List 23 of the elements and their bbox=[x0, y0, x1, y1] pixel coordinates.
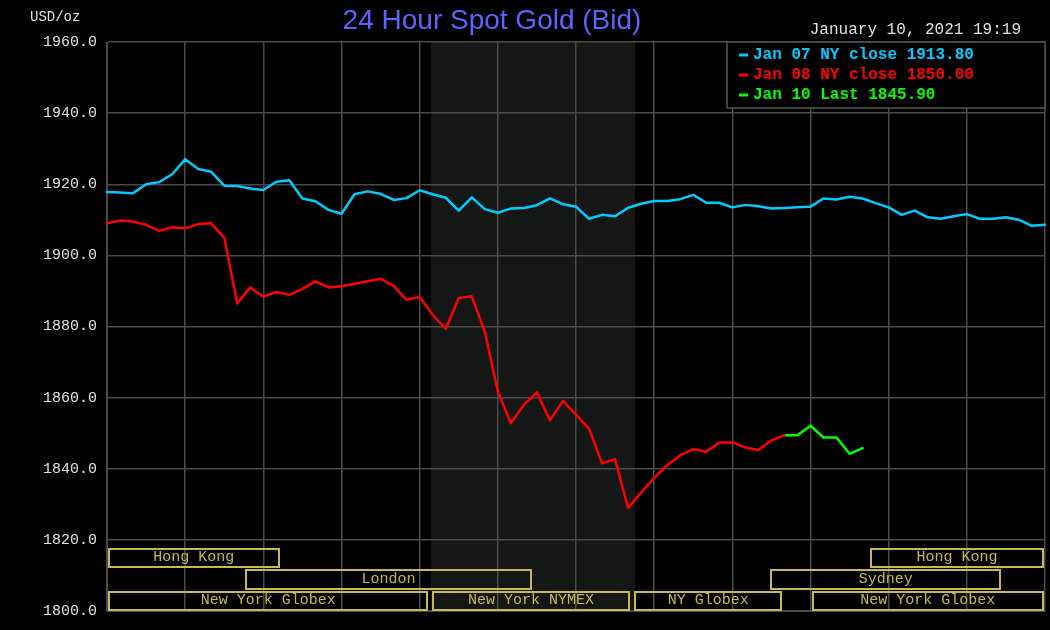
annotation: NY Globex bbox=[634, 590, 783, 611]
y-tick-label: 1820.0 bbox=[42, 531, 97, 549]
y-tick-label: 1880.0 bbox=[42, 318, 97, 336]
y-tick-label: 1860.0 bbox=[42, 389, 97, 407]
y-tick-label: 1800.0 bbox=[42, 602, 97, 620]
y-tick-label: 1840.0 bbox=[42, 460, 97, 478]
annotation: Hong Kong bbox=[108, 547, 280, 568]
y-tick-label: 1920.0 bbox=[42, 176, 97, 194]
annotation: New York Globex bbox=[811, 590, 1044, 611]
annotation: Hong Kong bbox=[870, 547, 1044, 568]
annotation: New York NYMEX bbox=[432, 590, 630, 611]
y-tick-label: 1940.0 bbox=[42, 105, 97, 123]
annotation: Sydney bbox=[770, 569, 1001, 590]
y-axis-title: USD/oz bbox=[30, 8, 81, 25]
chart-subtitle: January 10, 2021 19:19 bbox=[809, 21, 1021, 40]
chart-title: 24 Hour Spot Gold (Bid) bbox=[342, 3, 642, 35]
y-tick-label: 1900.0 bbox=[42, 247, 97, 265]
annotation: London bbox=[244, 569, 532, 590]
annotation: New York Globex bbox=[108, 590, 429, 611]
y-tick-label: 1960.0 bbox=[42, 33, 97, 51]
legend-label: Jan 08 NY close 1850.00 bbox=[753, 66, 974, 85]
legend-label: Jan 07 NY close 1913.80 bbox=[753, 46, 974, 65]
legend-label: Jan 10 Last 1845.90 bbox=[753, 86, 936, 105]
